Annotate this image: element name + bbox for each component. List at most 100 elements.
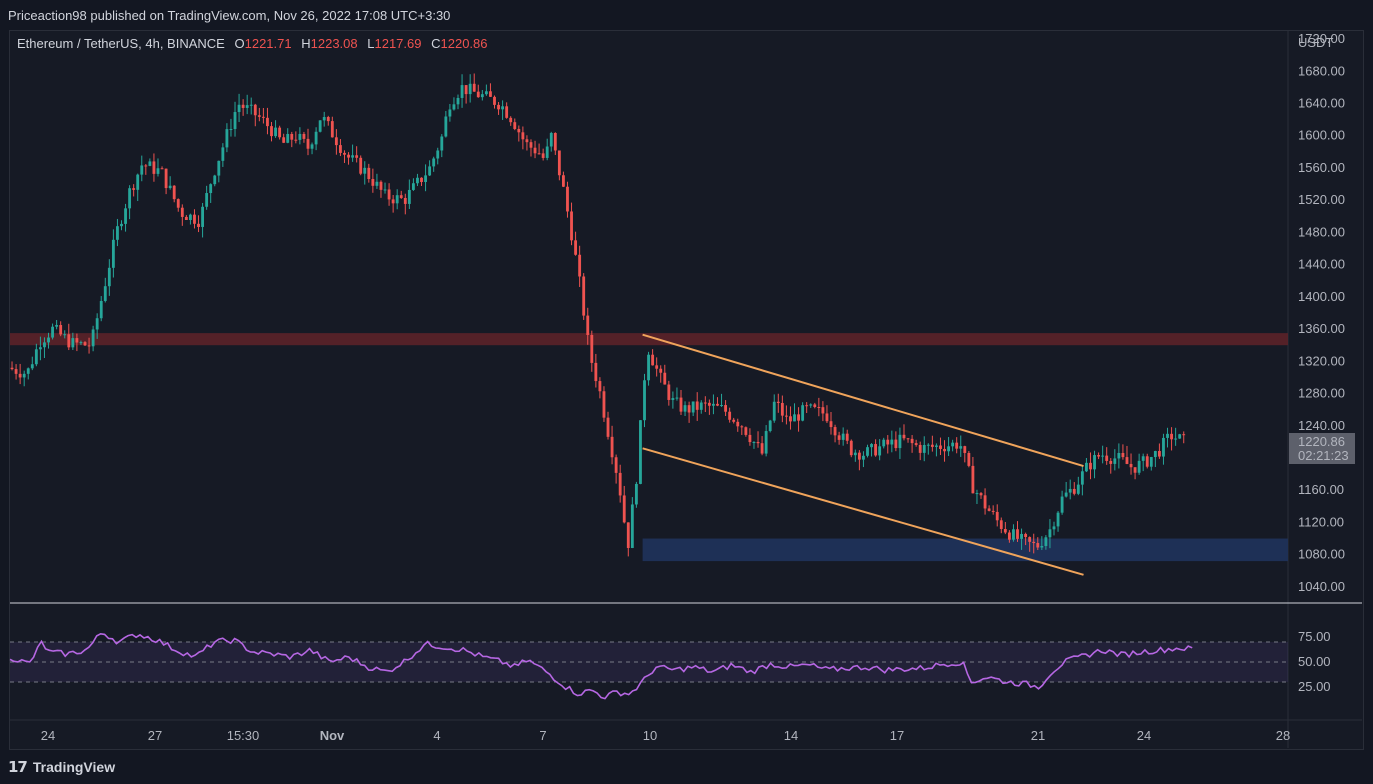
candle-body (30, 364, 34, 369)
candle-body (517, 128, 521, 133)
candle-body (367, 167, 371, 180)
candle-body (257, 115, 261, 117)
candle-body (63, 334, 67, 336)
candle-body (975, 493, 979, 495)
candle-body (180, 207, 184, 217)
chart-frame[interactable] (9, 30, 1364, 750)
candle-body (691, 401, 695, 413)
candle-body (764, 431, 768, 454)
candle-body (34, 349, 38, 365)
candle-body (75, 338, 79, 343)
tradingview-logo[interactable]: 𝟭𝟳 TradingView (8, 758, 115, 776)
candle-body (870, 444, 873, 448)
price-tick-label: 1720.00 (1298, 31, 1345, 46)
candle-body (926, 444, 930, 446)
candle-body (213, 175, 217, 185)
candle-body (955, 442, 959, 449)
candle-body (1137, 460, 1141, 473)
candle-body (849, 440, 853, 456)
candles-layer (10, 73, 1186, 557)
candle-body (343, 152, 346, 155)
rsi-line (9, 632, 1193, 700)
price-tick-label: 1120.00 (1298, 514, 1344, 529)
time-tick-label: 27 (148, 728, 162, 743)
candle-body (1145, 456, 1149, 467)
last-price-badge (1289, 433, 1355, 464)
candle-body (566, 186, 569, 212)
candle-body (695, 401, 699, 410)
candle-body (736, 421, 740, 427)
candle-body (1182, 434, 1186, 436)
candle-body (667, 384, 671, 400)
candle-body (979, 493, 983, 496)
candle-body (436, 150, 440, 159)
candle-body (805, 405, 809, 407)
candle-body (789, 416, 792, 422)
candle-body (140, 165, 144, 175)
candle-body (598, 381, 602, 392)
candle-body (460, 85, 464, 98)
candle-body (837, 435, 841, 440)
time-tick-label: 28 (1276, 728, 1290, 743)
candle-body (99, 300, 103, 319)
time-axis[interactable]: 24 27 15:30 Nov 4 7 10 14 17 21 24 28 (41, 728, 1290, 743)
candle-body (1072, 488, 1076, 494)
time-tick-label: Nov (320, 728, 345, 743)
candle-body (809, 404, 813, 406)
high-label: H (301, 36, 310, 51)
candle-body (947, 446, 950, 452)
candle-body (614, 457, 618, 473)
candle-body (1016, 529, 1019, 539)
candle-body (241, 104, 245, 108)
candle-body (732, 419, 736, 422)
open-value: 1221.71 (245, 36, 292, 51)
price-tick-label: 1480.00 (1298, 224, 1345, 239)
candle-body (622, 495, 626, 523)
candle-body (728, 411, 732, 420)
candle-body (274, 127, 277, 137)
candle-body (217, 160, 221, 176)
candle-body (107, 267, 111, 287)
candle-body (26, 368, 30, 374)
candle-body (549, 133, 553, 147)
candle-body (270, 126, 273, 137)
last-price-value: 1220.86 (1298, 434, 1345, 449)
candle-body (424, 175, 427, 183)
resistance-zone (10, 333, 1288, 346)
candle-body (209, 184, 213, 194)
candle-body (18, 373, 22, 378)
candle-body (120, 223, 123, 227)
close-value: 1220.86 (441, 36, 488, 51)
chart-legend[interactable]: Ethereum / TetherUS, 4h, BINANCE O1221.7… (17, 36, 488, 51)
channel-layer[interactable] (642, 333, 1084, 576)
candle-body (943, 448, 946, 452)
candle-body (229, 129, 233, 131)
candle-body (776, 401, 780, 403)
candle-body (83, 342, 87, 346)
candle-body (428, 166, 432, 176)
candle-body (1089, 462, 1092, 470)
candle-body (347, 154, 350, 158)
price-axis[interactable]: 1720.00 1680.00 1640.00 1600.00 1560.00 1520.… (1298, 31, 1345, 594)
candle-body (188, 214, 192, 220)
candle-body (87, 345, 91, 347)
candle-body (712, 403, 715, 406)
candle-body (618, 472, 622, 496)
candle-body (995, 511, 999, 521)
candle-body (1064, 492, 1068, 497)
zones-layer (10, 333, 1288, 562)
candle-body (659, 368, 663, 373)
candle-body (594, 362, 598, 382)
candle-body (934, 445, 938, 447)
candle-body (432, 158, 436, 167)
candle-body (330, 121, 334, 138)
candle-body (521, 132, 525, 140)
high-value: 1223.08 (311, 36, 358, 51)
candle-body (797, 414, 800, 421)
candle-body (278, 127, 282, 138)
candle-body (513, 122, 517, 129)
candle-body (699, 402, 703, 410)
candle-body (557, 150, 561, 176)
candle-body (497, 104, 500, 110)
